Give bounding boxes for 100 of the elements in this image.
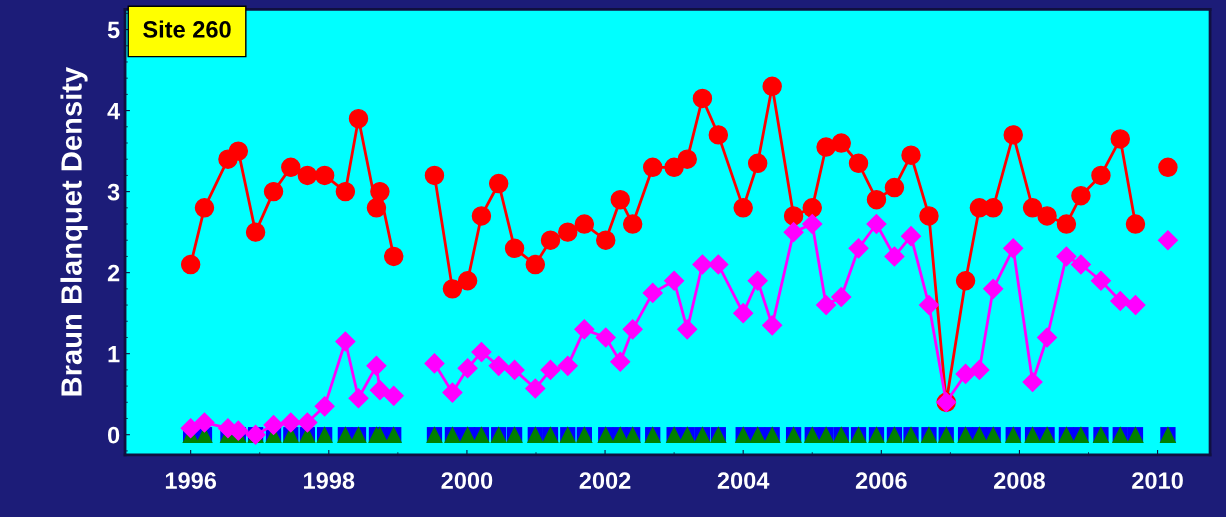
point	[488, 173, 509, 194]
point	[783, 206, 804, 226]
point	[866, 214, 887, 235]
point	[969, 359, 990, 380]
point	[504, 238, 525, 259]
point	[622, 214, 643, 234]
point	[263, 181, 284, 202]
point	[297, 165, 318, 186]
point	[471, 342, 492, 363]
point	[194, 412, 215, 433]
point	[596, 230, 616, 250]
point	[664, 270, 685, 291]
point	[1037, 327, 1058, 348]
point	[1091, 165, 1111, 186]
point	[884, 246, 905, 267]
point	[1070, 254, 1091, 275]
point	[263, 414, 284, 436]
y-tick-label: 2	[107, 264, 120, 282]
point	[245, 222, 266, 242]
point	[369, 380, 390, 401]
y-tick-label: 0	[107, 426, 120, 444]
point	[228, 141, 249, 161]
point	[540, 359, 561, 380]
point	[281, 157, 301, 178]
point	[1022, 198, 1043, 218]
point	[1003, 125, 1023, 145]
point	[900, 226, 922, 247]
point	[348, 388, 369, 409]
x-tick-label: 1996	[165, 472, 217, 489]
point	[831, 286, 852, 307]
point	[622, 319, 643, 340]
point	[733, 303, 754, 324]
point	[831, 133, 851, 153]
point	[314, 396, 335, 417]
point	[442, 382, 463, 403]
point	[677, 319, 698, 340]
y-tick-label: 4	[107, 102, 121, 120]
point	[558, 222, 578, 242]
point	[471, 206, 492, 226]
point	[762, 315, 783, 336]
point	[677, 149, 697, 169]
y-tick-label: 5	[107, 21, 120, 39]
x-tick-label: 1998	[304, 472, 355, 489]
point	[708, 125, 729, 145]
point	[610, 351, 631, 372]
point	[442, 279, 463, 299]
point	[1003, 238, 1024, 259]
x-tick-label: 2008	[994, 472, 1045, 489]
point	[424, 353, 445, 374]
point	[955, 363, 976, 384]
point	[180, 254, 201, 275]
point	[901, 145, 921, 165]
point	[504, 359, 525, 380]
point	[457, 271, 478, 291]
x-tick-label: 2010	[1132, 472, 1183, 489]
point	[747, 270, 768, 291]
point	[525, 254, 546, 275]
point	[802, 198, 822, 218]
x-tick-label: 2000	[441, 472, 493, 489]
point	[314, 165, 335, 186]
x-tick-label: 2002	[579, 472, 631, 489]
point	[816, 295, 837, 316]
point	[783, 222, 804, 243]
point	[866, 189, 887, 210]
point	[1037, 206, 1057, 226]
point	[366, 355, 387, 376]
point	[366, 198, 387, 218]
point	[955, 271, 976, 291]
point	[525, 378, 546, 399]
point	[383, 246, 404, 267]
point	[574, 214, 595, 234]
x-tick-label: 2004	[717, 472, 770, 489]
point	[692, 88, 713, 109]
point	[848, 153, 869, 173]
point	[1090, 270, 1111, 291]
point	[1056, 246, 1077, 267]
x-tick-label: 2006	[855, 472, 907, 489]
y-tick-label: 3	[107, 183, 120, 201]
point	[1056, 214, 1077, 234]
point	[918, 295, 939, 316]
point	[557, 355, 578, 376]
point	[983, 198, 1003, 218]
y-axis-title: Braun Blanquet Density	[60, 66, 88, 396]
point	[692, 254, 713, 275]
point	[194, 198, 215, 218]
point	[297, 412, 318, 433]
point	[574, 319, 595, 340]
point	[1157, 230, 1178, 251]
point	[1110, 129, 1131, 149]
point	[747, 153, 768, 173]
point	[180, 418, 201, 439]
point	[1071, 185, 1091, 206]
point	[348, 108, 369, 129]
point	[370, 181, 390, 202]
point	[1125, 214, 1146, 234]
point	[884, 177, 905, 198]
point	[228, 420, 249, 441]
point	[595, 327, 616, 348]
point	[983, 278, 1004, 299]
point	[335, 331, 356, 352]
